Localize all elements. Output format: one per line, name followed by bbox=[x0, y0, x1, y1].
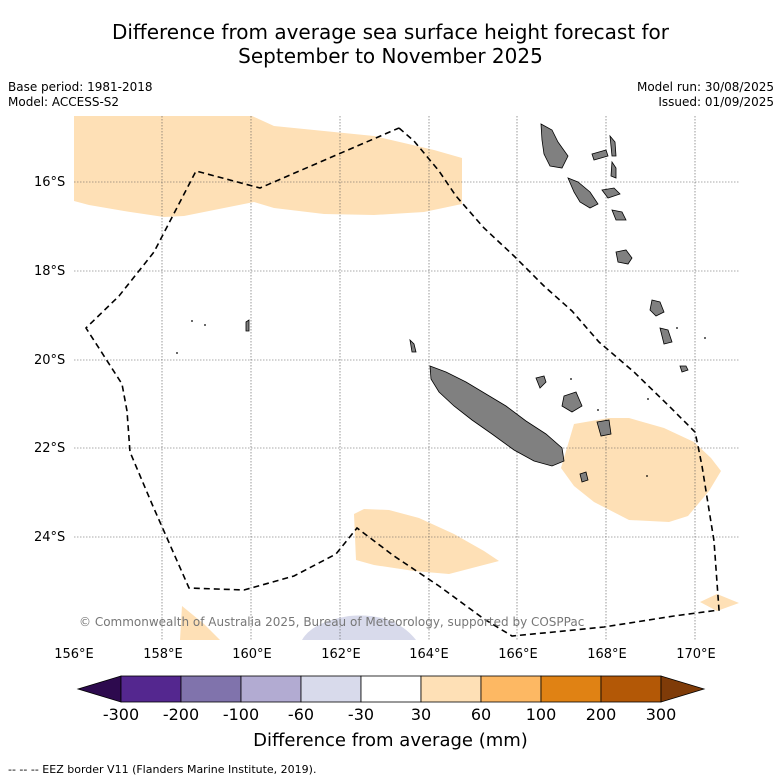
vanuatu-aneityum bbox=[679, 365, 689, 373]
colorbar-bin-8 bbox=[540, 675, 602, 703]
colorbar-bin-4 bbox=[300, 675, 362, 703]
belep-island bbox=[409, 338, 417, 353]
title-line-1: Difference from average sea surface heig… bbox=[111, 20, 670, 44]
y-tick-22s: 22°S bbox=[34, 441, 66, 456]
isle-of-pines bbox=[579, 471, 589, 483]
positive-anomaly-area-east bbox=[561, 418, 721, 522]
colorbar-tick: 200 bbox=[585, 705, 617, 724]
vanuatu-malakula bbox=[567, 177, 599, 209]
vanuatu-ambae bbox=[591, 149, 609, 161]
eez-legend-note: -- -- -- EEZ border V11 (Flanders Marine… bbox=[8, 763, 317, 776]
title-line-2: September to November 2025 bbox=[238, 44, 543, 68]
meta-left: Base period: 1981-2018 Model: ACCESS-S2 bbox=[8, 80, 153, 110]
negative-anomaly-area-south bbox=[302, 615, 416, 640]
colorbar-extend-low bbox=[76, 675, 122, 703]
colorbar-tick: -200 bbox=[162, 705, 200, 724]
eez-border bbox=[84, 127, 720, 637]
map-title: Difference from average sea surface heig… bbox=[0, 20, 781, 68]
positive-anomaly-area-south bbox=[354, 509, 499, 574]
colorbar-tick: -30 bbox=[347, 705, 375, 724]
vanuatu-espiritu-santo bbox=[540, 123, 569, 169]
issued-date: Issued: 01/09/2025 bbox=[658, 95, 774, 109]
vanuatu-pentecost bbox=[610, 160, 617, 179]
positive-anomaly-area-southwest bbox=[180, 606, 220, 640]
vanuatu-epi bbox=[601, 187, 621, 199]
model-name: Model: ACCESS-S2 bbox=[8, 95, 120, 109]
colorbar-bin-3 bbox=[240, 675, 302, 703]
base-period: Base period: 1981-2018 bbox=[8, 80, 153, 94]
x-tick-158e: 158°E bbox=[143, 647, 183, 662]
land-masses bbox=[245, 123, 689, 483]
colorbar-tick: 300 bbox=[645, 705, 677, 724]
copyright-notice: © Commonwealth of Australia 2025, Bureau… bbox=[79, 615, 584, 629]
vanuatu-maewo bbox=[609, 134, 617, 157]
loyalty-island-mare bbox=[596, 419, 612, 437]
colorbar-bin-5 bbox=[360, 675, 422, 703]
colorbar-bin-7 bbox=[480, 675, 542, 703]
x-tick-160e: 160°E bbox=[232, 647, 272, 662]
colorbar-tick: -300 bbox=[102, 705, 140, 724]
colorbar-tick: 60 bbox=[470, 705, 492, 724]
chesterfield-island bbox=[245, 319, 250, 332]
colorbar-bin-1 bbox=[120, 675, 182, 703]
x-tick-170e: 170°E bbox=[676, 647, 716, 662]
colorbar-tick: -100 bbox=[222, 705, 260, 724]
small-islets bbox=[176, 320, 706, 477]
colorbar-tick: 30 bbox=[410, 705, 432, 724]
colorbar-extend-high bbox=[660, 675, 706, 703]
model-run: Model run: 30/08/2025 bbox=[636, 80, 774, 94]
x-tick-166e: 166°E bbox=[498, 647, 538, 662]
vanuatu-shepherd-islands bbox=[611, 209, 627, 221]
y-tick-20s: 20°S bbox=[34, 353, 66, 368]
colorbar-bin-2 bbox=[180, 675, 242, 703]
y-tick-24s: 24°S bbox=[34, 530, 66, 545]
colorbar bbox=[76, 675, 706, 703]
map-panel: © Commonwealth of Australia 2025, Bureau… bbox=[74, 116, 739, 640]
colorbar-bin-9 bbox=[600, 675, 662, 703]
x-tick-156e: 156°E bbox=[54, 647, 94, 662]
loyalty-island-lifou bbox=[561, 391, 583, 413]
colorbar-bin-6 bbox=[420, 675, 482, 703]
x-tick-162e: 162°E bbox=[321, 647, 361, 662]
meta-right: Model run: 30/08/2025 Issued: 01/09/2025 bbox=[637, 80, 774, 110]
vanuatu-tanna bbox=[659, 327, 673, 345]
positive-anomaly-area-southeast bbox=[700, 594, 739, 611]
new-caledonia-island bbox=[429, 365, 565, 467]
loyalty-island-ouvea bbox=[535, 375, 547, 389]
y-tick-16s: 16°S bbox=[34, 175, 66, 190]
graticule bbox=[74, 116, 739, 640]
vanuatu-efate bbox=[615, 249, 633, 265]
colorbar-tick: 100 bbox=[525, 705, 557, 724]
y-tick-18s: 18°S bbox=[34, 264, 66, 279]
colorbar-label: Difference from average (mm) bbox=[253, 730, 528, 751]
x-tick-164e: 164°E bbox=[409, 647, 449, 662]
x-tick-168e: 168°E bbox=[587, 647, 627, 662]
vanuatu-erromango bbox=[649, 299, 665, 317]
anomaly-contours bbox=[74, 116, 739, 640]
positive-anomaly-area-north bbox=[74, 116, 462, 217]
colorbar-tick: -60 bbox=[287, 705, 315, 724]
